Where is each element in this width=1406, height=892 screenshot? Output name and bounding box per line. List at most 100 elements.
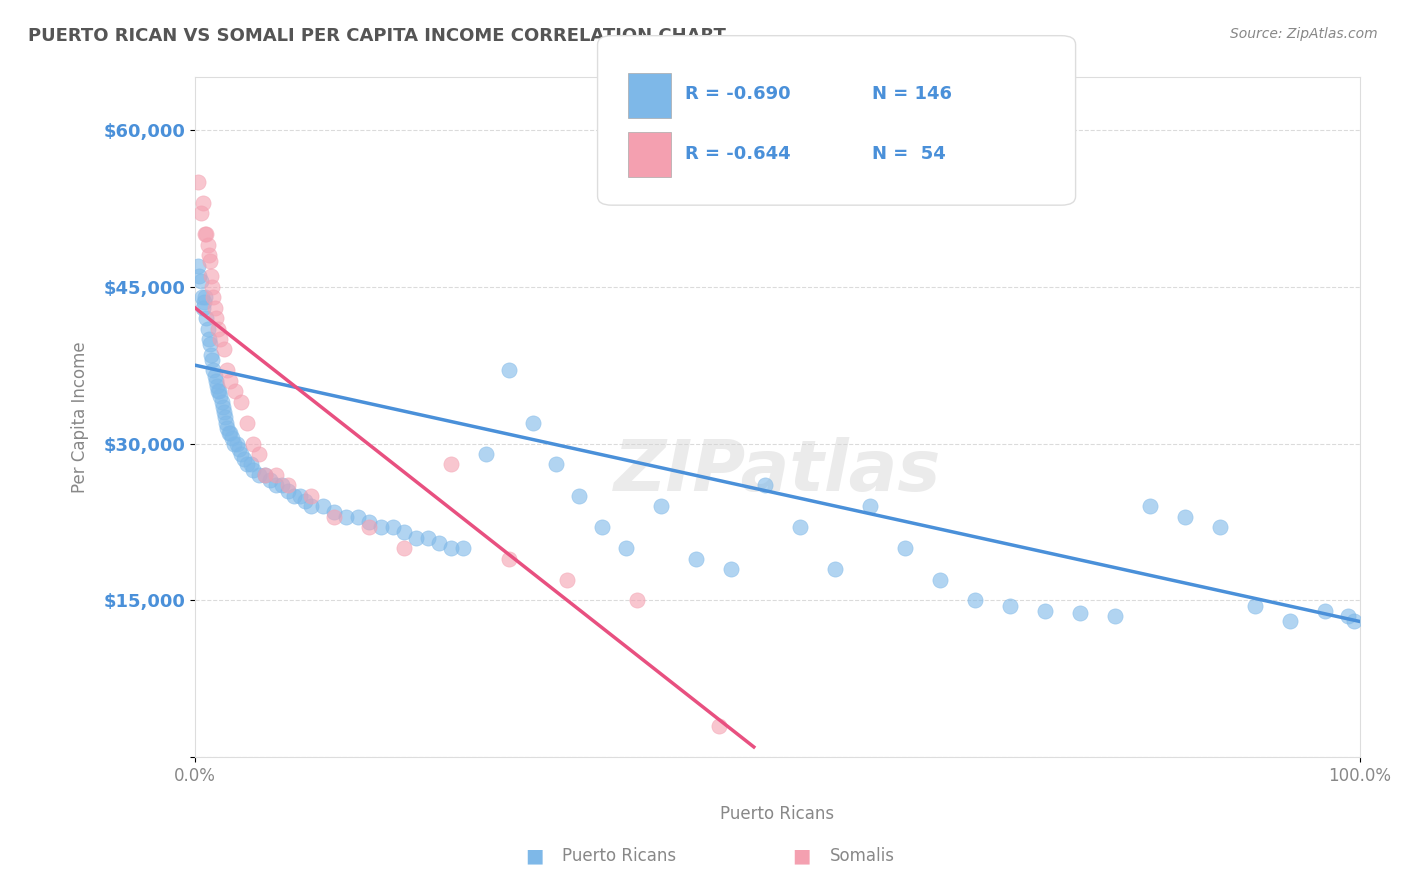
Point (207, 321, 229, 335)
Point (202, 290, 225, 304)
Point (202, 363, 225, 377)
Point (416, 531, 439, 545)
Point (204, 301, 226, 315)
Point (217, 421, 239, 435)
Point (440, 458, 463, 472)
Text: Somalis: Somalis (830, 847, 894, 865)
Point (283, 489, 305, 503)
Point (247, 467, 270, 482)
Text: N =  54: N = 54 (872, 145, 945, 163)
Point (212, 405, 235, 419)
Point (544, 458, 567, 472)
Point (965, 593, 987, 607)
Point (522, 416, 544, 430)
Point (1243, 599, 1265, 613)
Point (359, 520, 381, 534)
Point (1209, 520, 1232, 534)
Point (231, 447, 253, 461)
Point (277, 483, 299, 498)
Point (204, 374, 226, 388)
Point (209, 332, 232, 346)
Point (224, 384, 246, 399)
Point (440, 541, 463, 556)
Point (277, 478, 299, 492)
Point (217, 363, 239, 377)
Point (215, 416, 238, 430)
Point (211, 394, 233, 409)
Point (568, 489, 591, 503)
Point (236, 416, 259, 430)
Point (188, 269, 211, 284)
Point (242, 463, 264, 477)
Point (218, 374, 240, 388)
Point (650, 500, 672, 514)
Point (998, 599, 1021, 613)
Point (197, 237, 219, 252)
Text: ■: ■ (792, 847, 811, 866)
Point (247, 447, 270, 461)
Point (209, 390, 232, 404)
Point (200, 348, 222, 362)
Point (194, 290, 217, 304)
Text: Source: ZipAtlas.com: Source: ZipAtlas.com (1230, 27, 1378, 41)
Point (197, 321, 219, 335)
Text: Puerto Ricans: Puerto Ricans (562, 847, 676, 865)
Point (1278, 615, 1301, 629)
Point (1174, 509, 1197, 524)
Point (335, 509, 357, 524)
Point (194, 227, 217, 242)
Point (214, 410, 236, 425)
Point (193, 295, 215, 310)
Point (1313, 604, 1336, 618)
Point (707, 719, 730, 733)
Y-axis label: Per Capita Income: Per Capita Income (72, 342, 89, 493)
Point (198, 253, 221, 268)
Point (225, 436, 247, 450)
Point (264, 467, 287, 482)
Point (221, 431, 243, 445)
Point (218, 426, 240, 441)
Point (294, 494, 316, 508)
Point (211, 400, 233, 414)
Point (191, 301, 214, 315)
Point (346, 509, 368, 524)
Point (198, 337, 221, 351)
Point (824, 562, 846, 576)
Point (312, 500, 335, 514)
Point (288, 489, 311, 503)
Point (253, 467, 276, 482)
Point (789, 520, 811, 534)
Point (224, 436, 246, 450)
Text: N = 146: N = 146 (872, 85, 952, 103)
Point (929, 573, 952, 587)
Point (720, 562, 742, 576)
Point (242, 436, 264, 450)
Point (187, 175, 209, 189)
Point (323, 505, 346, 519)
Point (190, 206, 212, 220)
Point (200, 269, 222, 284)
Point (212, 343, 235, 357)
Point (451, 541, 474, 556)
Point (197, 332, 219, 346)
Point (894, 541, 917, 556)
Point (626, 593, 648, 607)
Point (195, 227, 218, 242)
Point (1139, 500, 1161, 514)
Point (190, 275, 212, 289)
Point (264, 478, 287, 492)
Point (394, 541, 416, 556)
Point (232, 452, 254, 467)
Point (197, 248, 219, 262)
Point (218, 426, 240, 441)
Text: PUERTO RICAN VS SOMALI PER CAPITA INCOME CORRELATION CHART: PUERTO RICAN VS SOMALI PER CAPITA INCOME… (28, 27, 725, 45)
Point (191, 196, 214, 211)
Point (204, 368, 226, 383)
Point (207, 384, 229, 399)
Text: R = -0.644: R = -0.644 (685, 145, 790, 163)
Point (259, 473, 281, 487)
Point (475, 447, 498, 461)
Point (498, 551, 520, 566)
Text: R = -0.690: R = -0.690 (685, 85, 790, 103)
Point (1104, 609, 1126, 624)
